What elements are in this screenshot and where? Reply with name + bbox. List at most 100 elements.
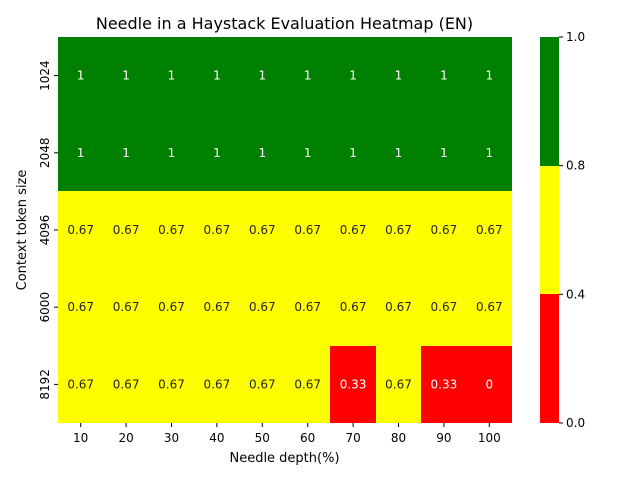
y-tick-label: 4096 (38, 215, 52, 246)
heatmap-cell-label: 0.67 (204, 223, 231, 237)
heatmap-cell (330, 37, 376, 114)
heatmap-cell (376, 269, 421, 346)
heatmap-cell-label: 0.67 (158, 300, 185, 314)
heatmap-cell-label: 1 (258, 146, 266, 160)
heatmap-cell (285, 346, 330, 423)
heatmap-cell (58, 114, 103, 191)
heatmap-cell-label: 0.67 (340, 300, 367, 314)
colorbar-tick-label: 0.4 (566, 287, 585, 301)
heatmap-cell (149, 269, 194, 346)
heatmap-cell (194, 191, 240, 269)
heatmap-cell (194, 346, 240, 423)
heatmap-cell (149, 114, 194, 191)
heatmap-cell (376, 37, 421, 114)
heatmap-cell (330, 191, 376, 269)
heatmap-cell-label: 0.67 (431, 223, 458, 237)
heatmap-cell-labels: 1 1 1 1 1 1 1 1 1 1 1 1 1 1 1 1 1 1 1 1 0.67 0.67 0.67 0.67 0.67… (67, 69, 502, 392)
colorbar-tick-label: 0.8 (566, 159, 585, 173)
heatmap-cell (149, 346, 194, 423)
heatmap-cell-label: 0.67 (249, 300, 276, 314)
heatmap-cell (240, 37, 285, 114)
heatmap-cell-label: 1 (213, 69, 221, 83)
y-tick-label: 1024 (38, 60, 52, 91)
x-axis: 10 20 30 40 50 60 70 80 90 100 (73, 423, 501, 445)
heatmap-cell-label: 0.67 (204, 300, 231, 314)
heatmap-cell (330, 346, 376, 423)
heatmap-cell (58, 37, 103, 114)
heatmap-cell-label: 0.67 (67, 377, 94, 391)
heatmap-cell-label: 1 (485, 69, 493, 83)
heatmap-cell-label: 1 (168, 69, 176, 83)
heatmap-cell-label: 0.33 (431, 377, 458, 391)
heatmap-cell (240, 269, 285, 346)
heatmap-cell-label: 0.67 (476, 300, 503, 314)
heatmap-cell (240, 191, 285, 269)
heatmap-cell-label: 0.33 (340, 377, 367, 391)
heatmap-cell-label: 0.67 (113, 300, 140, 314)
heatmap-cell (421, 346, 467, 423)
heatmap-cell (194, 269, 240, 346)
heatmap-cell-label: 1 (122, 69, 130, 83)
heatmap-cell (467, 269, 512, 346)
heatmap-cell-label: 0.67 (385, 300, 412, 314)
colorbar-tick-label: 0.0 (566, 416, 585, 430)
heatmap-cell-label: 1 (349, 69, 357, 83)
heatmap-cell-label: 1 (485, 146, 493, 160)
heatmap-cell-label: 0.67 (294, 223, 321, 237)
heatmap-cell (467, 114, 512, 191)
heatmap-cell (285, 269, 330, 346)
heatmap-cell (467, 37, 512, 114)
heatmap-cell (467, 346, 512, 423)
heatmap-cell (194, 114, 240, 191)
x-tick-label: 50 (255, 431, 270, 445)
heatmap-cell-label: 1 (77, 146, 85, 160)
y-axis: 1024 2048 4096 6000 8192 (38, 60, 58, 400)
x-tick-label: 40 (209, 431, 224, 445)
x-tick-label: 60 (300, 431, 315, 445)
colorbar-segment (540, 294, 559, 423)
heatmap-cell (103, 346, 149, 423)
heatmap-cell (421, 37, 467, 114)
heatmap-cell-label: 1 (395, 69, 403, 83)
heatmap-cell (285, 191, 330, 269)
heatmap-cell-label: 0.67 (113, 223, 140, 237)
colorbar-segment (540, 37, 559, 166)
x-axis-label: Needle depth(%) (229, 451, 339, 466)
heatmap-cell (376, 346, 421, 423)
heatmap-cell (330, 114, 376, 191)
heatmap-cell (376, 191, 421, 269)
y-axis-label: Context token size (15, 170, 30, 291)
heatmap-cell-label: 0.67 (340, 223, 367, 237)
heatmap-cell-label: 0.67 (431, 300, 458, 314)
heatmap-cell (240, 114, 285, 191)
heatmap-cell (421, 269, 467, 346)
x-tick-label: 20 (118, 431, 133, 445)
heatmap-cell-label: 1 (122, 146, 130, 160)
heatmap-cell (149, 191, 194, 269)
heatmap-cell-label: 1 (304, 146, 312, 160)
heatmap-cell (58, 346, 103, 423)
heatmap-cell (421, 114, 467, 191)
x-tick-label: 90 (436, 431, 451, 445)
heatmap-cell-label: 0.67 (67, 300, 94, 314)
heatmap-cell-label: 0.67 (249, 223, 276, 237)
heatmap-cell-label: 1 (440, 69, 448, 83)
chart-title: Needle in a Haystack Evaluation Heatmap … (96, 14, 473, 33)
heatmap-cell (330, 269, 376, 346)
heatmap-cell-label: 0.67 (204, 377, 231, 391)
heatmap-cell-label: 0 (485, 377, 493, 391)
heatmap-cell-label: 1 (213, 146, 221, 160)
heatmap-cell-label: 0.67 (385, 223, 412, 237)
heatmap-cell (103, 37, 149, 114)
heatmap-cell (103, 114, 149, 191)
colorbar-tick-label: 1.0 (566, 30, 585, 44)
heatmap-cell (240, 346, 285, 423)
heatmap-cell-label: 1 (304, 69, 312, 83)
heatmap-cell (467, 191, 512, 269)
heatmap-cell-label: 1 (349, 146, 357, 160)
y-tick-label: 6000 (38, 292, 52, 323)
heatmap-cell (103, 269, 149, 346)
heatmap-cell (421, 191, 467, 269)
heatmap-cell-label: 1 (440, 146, 448, 160)
